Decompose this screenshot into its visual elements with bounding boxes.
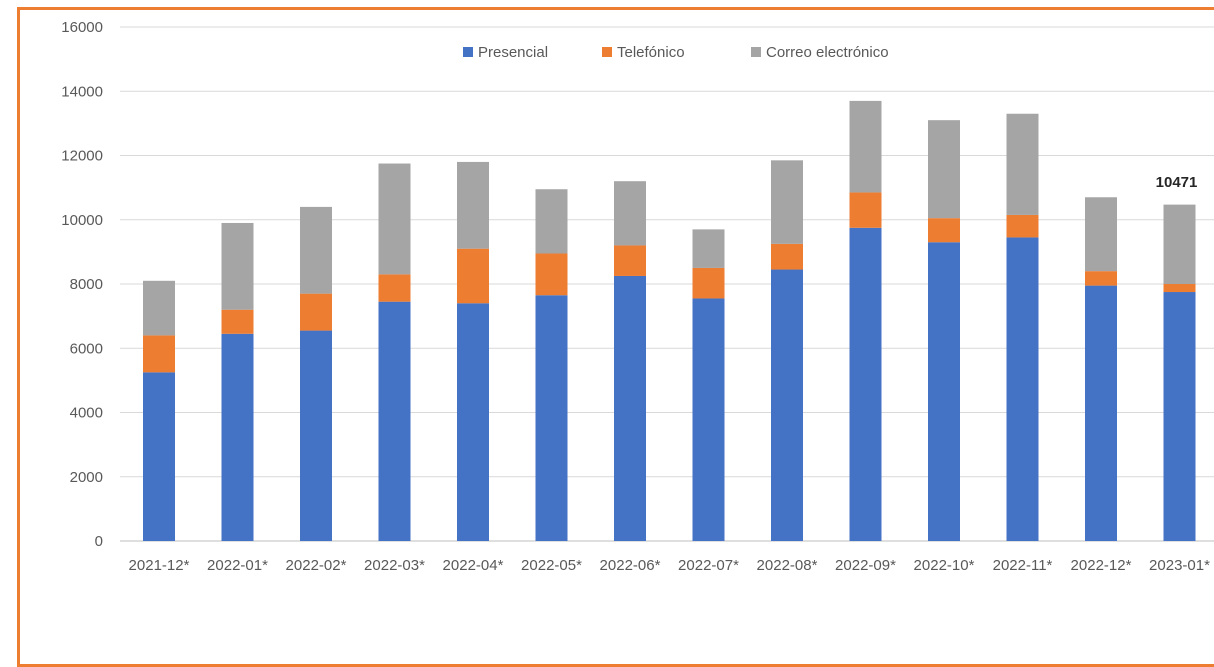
- x-axis-ticks: 2021-12* 2022-01* 2022-02* 2022-03* 2022-04*…: [129, 557, 1211, 574]
- bar-segment: [692, 267, 725, 299]
- y-tick-label: 10000: [61, 212, 103, 229]
- gridlines: [120, 26, 1214, 542]
- y-tick-label: 16000: [61, 19, 103, 36]
- bar-segment: [143, 372, 175, 541]
- legend-swatch: [602, 47, 612, 57]
- y-tick-label: 14000: [61, 83, 103, 100]
- x-tick-label: 2021-12*: [129, 557, 190, 574]
- bar-segment: [692, 298, 725, 541]
- legend: Presencial Telefónico Correo electrónico: [463, 44, 889, 61]
- bar-segment: [771, 243, 803, 270]
- y-tick-label: 8000: [70, 276, 103, 293]
- x-tick-label: 2023-01*: [1149, 557, 1210, 574]
- bar-segment: [221, 333, 254, 541]
- x-tick-label: 2022-01*: [207, 557, 268, 574]
- bar-segment: [849, 100, 882, 193]
- bar-segment: [771, 160, 803, 244]
- x-tick-label: 2022-11*: [993, 557, 1053, 574]
- data-label: 10471: [1156, 174, 1198, 191]
- bar-segment: [535, 189, 568, 254]
- bar-segment: [1085, 197, 1117, 272]
- bar-segment: [1085, 285, 1117, 541]
- x-tick-label: 2022-07*: [678, 557, 739, 574]
- bar-segment: [1006, 113, 1039, 215]
- x-tick-label: 2022-12*: [1071, 557, 1132, 574]
- x-tick-label: 2022-06*: [600, 557, 661, 574]
- bar-segment: [1163, 284, 1196, 293]
- y-tick-label: 6000: [70, 340, 103, 357]
- bar-segment: [849, 227, 882, 541]
- x-tick-label: 2022-04*: [443, 557, 504, 574]
- y-tick-label: 2000: [70, 469, 103, 486]
- bar-segment: [614, 181, 646, 246]
- x-tick-label: 2022-08*: [757, 557, 818, 574]
- y-tick-label: 0: [95, 533, 103, 550]
- bar-segment: [1163, 204, 1196, 284]
- bar-segment: [692, 229, 725, 268]
- bar-segment: [1085, 271, 1117, 286]
- bar-segment: [457, 248, 489, 304]
- legend-label: Presencial: [478, 44, 548, 61]
- bar-segment: [1006, 237, 1039, 541]
- x-tick-label: 2022-02*: [286, 557, 347, 574]
- bar-segment: [1163, 292, 1196, 541]
- bar-segment: [535, 295, 568, 541]
- bar-segment: [849, 192, 882, 228]
- bar-segment: [928, 120, 960, 219]
- y-tick-label: 4000: [70, 405, 103, 422]
- bars: [143, 100, 1196, 542]
- bar-segment: [457, 161, 489, 249]
- bar-segment: [928, 242, 960, 542]
- bar-segment: [1006, 214, 1039, 238]
- bar-segment: [771, 269, 803, 541]
- bar-segment: [221, 309, 254, 334]
- y-tick-label: 12000: [61, 148, 103, 165]
- bar-segment: [300, 330, 332, 541]
- bar-segment: [300, 206, 332, 294]
- x-tick-label: 2022-05*: [521, 557, 582, 574]
- bar-segment: [143, 335, 175, 373]
- bar-segment: [535, 253, 568, 296]
- legend-swatch: [463, 47, 473, 57]
- annotations: 10471: [1156, 174, 1198, 191]
- stacked-bar-chart: 0 2000 4000 6000 8000 10000 12000 14000 16000 20…: [61, 19, 1214, 574]
- bar-segment: [614, 275, 646, 541]
- bar-segment: [378, 274, 411, 302]
- x-tick-label: 2022-03*: [364, 557, 425, 574]
- bar-segment: [378, 301, 411, 541]
- y-axis-ticks: 0 2000 4000 6000 8000 10000 12000 14000 16000: [61, 19, 103, 550]
- bar-segment: [457, 303, 489, 541]
- x-tick-label: 2022-09*: [835, 557, 896, 574]
- bar-segment: [221, 222, 254, 310]
- bar-segment: [614, 245, 646, 276]
- bar-segment: [378, 163, 411, 275]
- legend-label: Telefónico: [617, 44, 685, 61]
- x-tick-label: 2022-10*: [914, 557, 975, 574]
- bar-segment: [928, 218, 960, 243]
- legend-swatch: [751, 47, 761, 57]
- bar-segment: [300, 293, 332, 331]
- legend-label: Correo electrónico: [766, 44, 889, 61]
- bar-segment: [143, 280, 175, 336]
